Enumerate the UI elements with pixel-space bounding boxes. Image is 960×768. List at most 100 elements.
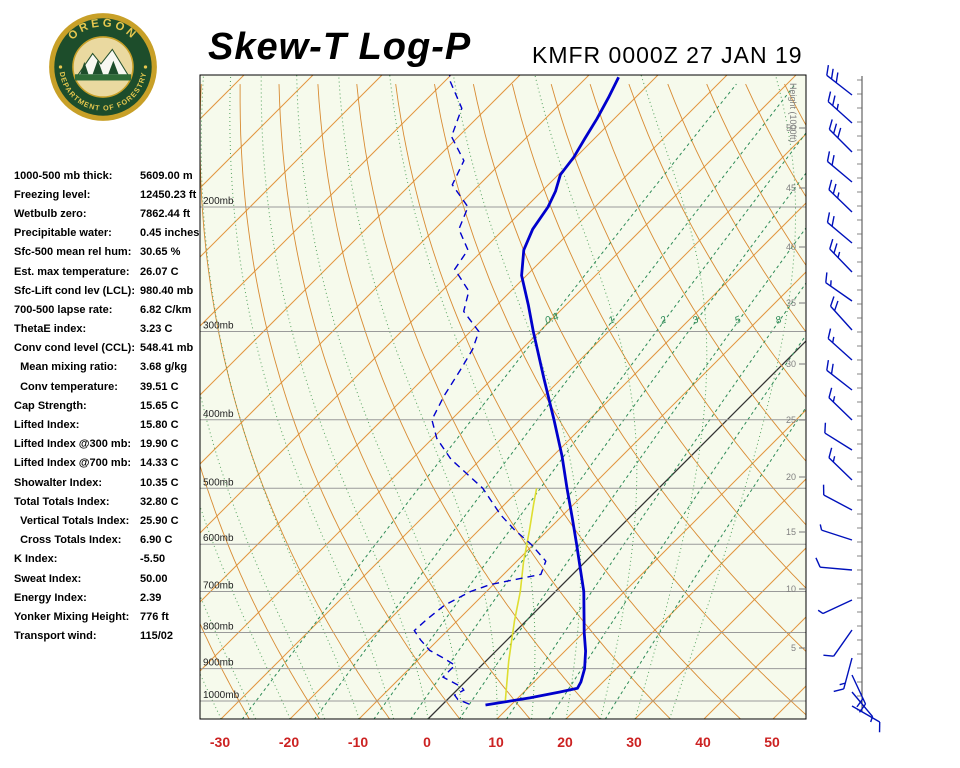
wind-barb-icon [823,629,853,657]
isotherm-line [200,75,521,396]
index-label: Lifted Index @700 mb: [14,457,132,470]
pressure-label: 400mb [203,409,234,420]
isotherm-line [200,75,659,534]
wind-barb-icon [833,657,853,693]
isotherm-line [289,202,806,719]
index-value: 0.45 inches [140,227,200,240]
index-label: Conv cond level (CCL): [14,342,136,355]
pressure-label: 1000mb [203,690,240,701]
mixing-ratio-line [604,406,806,719]
temp-axis-label: 30 [626,734,642,750]
index-label: Sfc-500 mean rel hum: [14,246,132,259]
index-row: K Index: -5.50 [14,550,210,569]
index-value: 30.65 % [140,246,181,259]
height-axis-title: Height (1000ft) [788,83,798,143]
dry-adiabat-line [901,84,960,719]
index-row: Lifted Index @300 mb: 19.90 C [14,435,210,454]
pressure-label: 500mb [203,477,234,488]
index-row: Sweat Index: 50.00 [14,569,210,588]
index-value: 25.90 C [140,514,179,527]
dry-adiabat-line [200,464,321,719]
index-label: Energy Index: [14,591,87,604]
index-row: Yonker Mixing Height: 776 ft [14,607,210,626]
wind-barb-icon [815,557,853,571]
odf-logo-graphic: OREGON DEPARTMENT OF FORESTRY [49,13,157,121]
index-row: Est. max temperature: 26.07 C [14,262,210,281]
wind-barb-icon [828,387,853,421]
dry-adiabat-line [823,84,960,719]
temp-axis-label: 50 [764,734,780,750]
wind-barb-icon [819,524,853,541]
index-label: 1000-500 mb thick: [14,169,113,182]
wind-barb-icon [822,484,853,511]
logo-tree-icon [80,61,89,75]
wind-barb-icon [826,360,853,391]
dry-adiabat-line [589,83,806,462]
wind-barb-icon [826,212,853,244]
mixing-ratio-line [506,282,806,719]
index-value: 39.51 C [140,380,179,393]
moist-adiabat-line [78,70,187,719]
index-label: Total Totals Index: [14,495,110,508]
index-label: 700-500 lapse rate: [14,303,113,316]
index-value: 3.23 C [140,323,173,336]
dry-adiabat-line [0,84,39,719]
isotherm-line [220,133,806,719]
index-label: Est. max temperature: [14,265,130,278]
index-value: 3.68 g/kg [140,361,188,374]
temp-axis-label: 20 [557,734,573,750]
index-row: 1000-500 mb thick: 5609.00 m [14,166,210,185]
index-value: 26.07 C [140,265,179,278]
wind-barb-icon [829,238,853,273]
zero-isotherm-line [427,340,806,719]
index-row: Conv cond level (CCL): 548.41 mb [14,339,210,358]
plot-grid: 0.4 1 2 3 5 8 [0,70,960,719]
dry-adiabat-line [395,84,742,719]
dewpoint-curve [413,75,547,705]
odf-logo: OREGON DEPARTMENT OF FORESTRY [46,10,160,124]
logo-ground [75,74,131,81]
dry-adiabat-line [434,84,806,716]
plot-background [200,75,806,719]
parcel-trace-curve [504,488,538,702]
wind-barb-icon [829,296,853,331]
index-value: -5.50 [140,553,166,566]
dry-adiabat-line [862,84,960,719]
dry-adiabat-line [200,622,250,719]
moist-adiabat-line [296,75,464,719]
mixing-ratio-label: 5 [733,314,743,326]
index-row: Lifted Index: 15.80 C [14,415,210,434]
pressure-label: 300mb [203,320,234,331]
moist-adiabat-line [200,75,360,719]
index-value: 7862.44 ft [140,207,191,220]
index-value: 12450.23 ft [140,188,197,201]
temperature-curve [485,76,620,707]
wind-barb-icon [827,328,853,361]
index-value: 15.80 C [140,419,179,432]
dry-adiabat-line [317,84,601,719]
isotherm-line [358,271,806,719]
wind-barb-icon [825,272,853,302]
index-label: K Index: [14,553,58,566]
wind-barb-icon [828,447,853,481]
height-label: 15 [786,527,796,537]
temp-axis-label: 0 [423,734,431,750]
height-label: 5 [791,643,796,653]
index-row: Vertical Totals Index: 25.90 C [14,511,210,530]
dry-adiabat-line [940,84,960,719]
isotherm-line [496,409,806,719]
mixing-ratio-label: 8 [774,314,784,326]
wind-barb-icon [828,179,853,213]
index-row: ThetaE index: 3.23 C [14,320,210,339]
wind-barb-icon [851,705,881,733]
mixing-ratio-line [314,83,796,719]
index-row: Cross Totals Index: 6.90 C [14,531,210,550]
index-label: Precipitable water: [14,227,112,240]
mixing-ratio-line [410,172,806,719]
index-row: Conv temperature: 39.51 C [14,377,210,396]
index-value: 980.40 mb [140,284,194,297]
temp-axis-label: 10 [488,734,504,750]
moist-adiabat-line [338,75,498,719]
index-label: Freezing level: [14,188,91,201]
index-value: 2.39 [140,591,162,604]
